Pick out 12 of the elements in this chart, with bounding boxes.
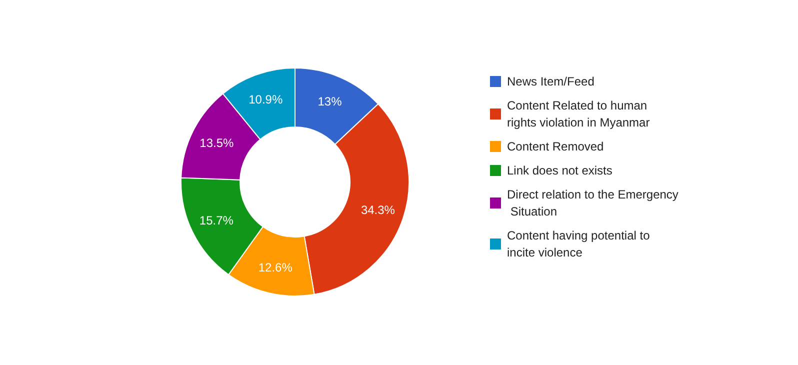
legend-label: Content Removed: [507, 140, 604, 154]
data-label: 13.5%: [200, 136, 234, 150]
data-label: 15.7%: [199, 213, 234, 228]
legend-label: News Item/Feed: [507, 74, 594, 88]
data-label: 10.9%: [248, 92, 283, 107]
legend-label: Content Related to human rights violation in Myanmar: [507, 98, 650, 130]
legend-label: Link does not exists: [507, 164, 612, 178]
data-label: 34.3%: [360, 202, 396, 217]
data-label: 13%: [318, 94, 342, 109]
data-label: 12.6%: [258, 260, 293, 274]
legend-label: Content having potential to incite violence: [507, 228, 654, 260]
legend-label: Direct relation to the Emergency Situation: [507, 188, 678, 218]
